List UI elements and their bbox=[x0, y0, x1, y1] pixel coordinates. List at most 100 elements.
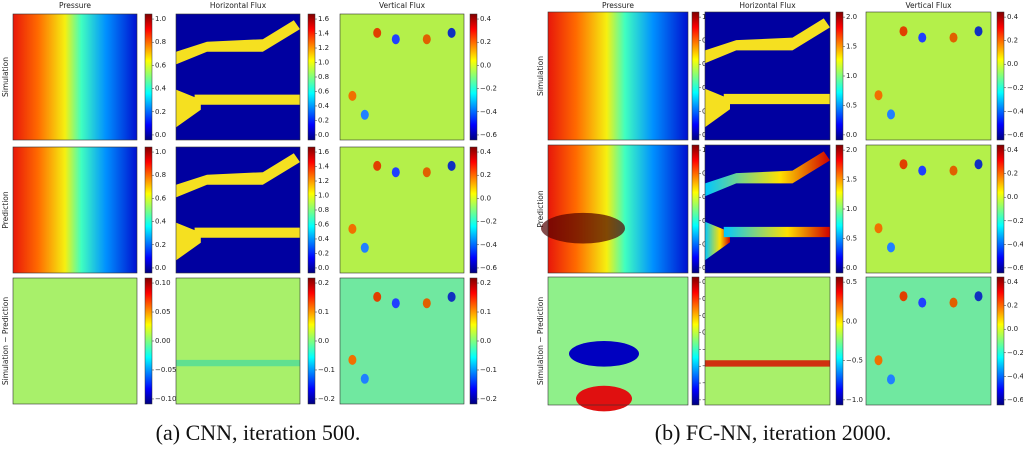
row-label: Simulation bbox=[1, 57, 10, 97]
colorbar-tick-label: 1.0 bbox=[318, 192, 329, 200]
colorbar-tick-label: 0.2 bbox=[480, 279, 491, 287]
colorbar-tick-label: −0.05 bbox=[155, 366, 176, 374]
colorbar-tick-label: 0.05 bbox=[155, 308, 171, 316]
flow-region bbox=[705, 151, 830, 197]
colorbar-tick-label: 0.4 bbox=[155, 85, 167, 93]
colorbar-tick-label: 0.0 bbox=[480, 61, 491, 69]
colorbar-tick-label: −0.4 bbox=[480, 241, 498, 249]
blob bbox=[949, 32, 958, 43]
panel bbox=[704, 144, 831, 274]
panel-frame bbox=[175, 146, 301, 274]
panel bbox=[541, 144, 689, 274]
colorbar bbox=[469, 277, 478, 405]
colorbar-tick-label: 0.4 bbox=[1007, 13, 1019, 21]
colorbar-tick-label: 0.0 bbox=[846, 264, 857, 272]
heatmap bbox=[866, 145, 991, 273]
heatmap bbox=[548, 277, 688, 405]
panel bbox=[12, 146, 138, 274]
colorbar bbox=[996, 144, 1005, 274]
blob bbox=[360, 373, 369, 384]
colorbar-tick-label: 2.0 bbox=[846, 146, 857, 154]
colorbar bbox=[996, 276, 1005, 406]
blob bbox=[899, 291, 908, 302]
panel-frame bbox=[547, 276, 689, 406]
blob bbox=[447, 27, 456, 38]
colorbar-tick-label: −0.4 bbox=[480, 108, 498, 116]
panel bbox=[175, 13, 301, 141]
panel-frame bbox=[547, 144, 689, 274]
panel bbox=[547, 276, 689, 412]
flow-region bbox=[194, 227, 300, 238]
colorbar-tick-label: 1.0 bbox=[155, 15, 166, 23]
blob bbox=[348, 90, 357, 101]
colorbar-tick-label: 0.1 bbox=[480, 308, 491, 316]
colorbar bbox=[144, 13, 153, 141]
panel bbox=[547, 11, 689, 141]
panel-frame bbox=[12, 13, 138, 141]
colorbar-tick-label: −0.5 bbox=[846, 357, 863, 365]
blob bbox=[874, 355, 883, 366]
colorbar-tick-label: 0.8 bbox=[318, 206, 329, 214]
blob bbox=[373, 27, 382, 38]
colorbar-tick-label: −0.2 bbox=[1007, 349, 1023, 357]
blob bbox=[974, 291, 983, 302]
colorbar bbox=[307, 13, 316, 141]
colorbar-tick-label: 0.00 bbox=[155, 337, 171, 345]
panel bbox=[865, 11, 992, 141]
colorbar-tick-label: 0.6 bbox=[155, 61, 167, 69]
panel-frame bbox=[704, 11, 831, 141]
panel-frame bbox=[865, 144, 992, 274]
panel bbox=[175, 277, 301, 405]
colorbar-tick-label: −0.6 bbox=[480, 131, 498, 139]
blob bbox=[373, 291, 382, 302]
panel-frame bbox=[704, 276, 831, 406]
colorbar bbox=[144, 277, 153, 405]
colorbar bbox=[835, 276, 844, 406]
colorbar-tick-label: 0.0 bbox=[480, 337, 491, 345]
colorbar bbox=[144, 146, 153, 274]
colorbar-tick-label: −0.4 bbox=[1007, 107, 1023, 115]
heatmap bbox=[340, 278, 464, 404]
colorbar-tick-label: 0.2 bbox=[318, 279, 329, 287]
flow-region bbox=[176, 20, 300, 65]
colorbar-tick-label: 0.4 bbox=[318, 235, 330, 243]
blob bbox=[918, 165, 927, 176]
colorbar bbox=[835, 144, 844, 274]
blob bbox=[348, 354, 357, 365]
colorbar-tick-label: 1.0 bbox=[318, 59, 329, 67]
row-label: Simulation − Prediction bbox=[536, 297, 545, 386]
colorbar-tick-label: 0.6 bbox=[318, 87, 330, 95]
row-label: Prediction bbox=[536, 190, 545, 228]
panel bbox=[865, 276, 992, 406]
blob bbox=[918, 297, 927, 308]
colorbar-tick-label: 1.4 bbox=[318, 163, 330, 171]
panel-frame bbox=[12, 146, 138, 274]
column-title: Vertical Flux bbox=[905, 1, 952, 10]
colorbar bbox=[469, 146, 478, 274]
colorbar-tick-label: 0.5 bbox=[846, 234, 857, 242]
heatmap bbox=[866, 12, 991, 140]
colorbar-tick-label: 0.0 bbox=[318, 337, 329, 345]
colorbar-tick-label: 0.0 bbox=[1007, 193, 1018, 201]
colorbar-tick-label: −0.6 bbox=[1007, 264, 1023, 272]
row-label: Simulation bbox=[536, 56, 545, 96]
panel bbox=[339, 13, 465, 141]
blob bbox=[949, 165, 958, 176]
colorbar-tick-label: 0.4 bbox=[1007, 278, 1019, 286]
colorbar bbox=[691, 276, 700, 406]
panel bbox=[175, 146, 301, 274]
colorbar-tick-label: 2.0 bbox=[846, 13, 857, 21]
colorbar-tick-label: 0.2 bbox=[480, 38, 491, 46]
panel-frame bbox=[175, 277, 301, 405]
panel bbox=[12, 277, 138, 405]
colorbar-tick-label: 1.0 bbox=[846, 205, 857, 213]
blob bbox=[887, 109, 895, 120]
panel bbox=[704, 11, 831, 141]
colorbar-tick-label: 0.4 bbox=[318, 102, 330, 110]
caption: (b) FC-NN, iteration 2000. bbox=[655, 420, 891, 445]
colorbar-tick-label: −0.6 bbox=[480, 264, 498, 272]
colorbar-tick-label: 0.8 bbox=[155, 38, 166, 46]
colorbar-tick-label: 1.5 bbox=[846, 176, 857, 184]
heatmap bbox=[548, 145, 688, 273]
